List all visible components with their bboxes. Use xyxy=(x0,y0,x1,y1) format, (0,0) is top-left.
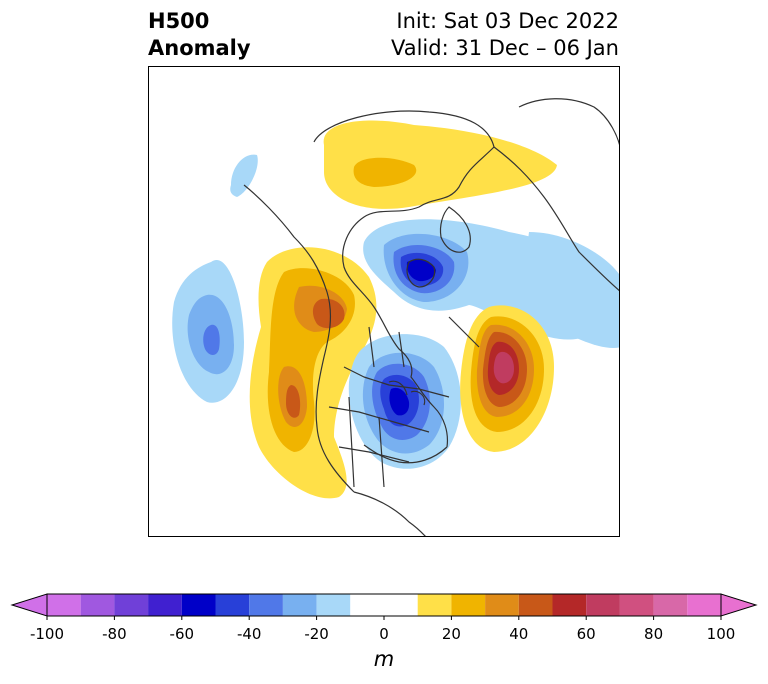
negative-anomaly-east-pacific xyxy=(172,259,244,403)
colorbar-segment xyxy=(687,594,721,616)
colorbar-segment xyxy=(249,594,283,616)
colorbar-tick-label: 40 xyxy=(509,625,529,643)
positive-anomaly-central-atlantic xyxy=(460,305,554,452)
colorbar-extend-max xyxy=(720,593,758,617)
colorbar-tick-label: 0 xyxy=(379,625,389,643)
colorbar-segment xyxy=(316,594,351,616)
colorbar-segment xyxy=(114,594,149,616)
colorbar-tick-label: -20 xyxy=(304,625,329,643)
colorbar-segment xyxy=(619,594,654,616)
colorbar-segment xyxy=(181,594,216,616)
colorbar-tick-label: 20 xyxy=(441,625,461,643)
title-left: H500 Anomaly xyxy=(148,8,251,62)
colorbar-segment xyxy=(80,594,115,616)
colorbar-segment xyxy=(350,594,418,616)
colorbar-tick-label: -40 xyxy=(236,625,262,643)
colorbar-tick-label: 80 xyxy=(644,625,664,643)
valid-period: Valid: 31 Dec – 06 Jan xyxy=(390,36,619,60)
coastlines xyxy=(243,98,619,536)
negative-anomaly-small-arctic xyxy=(230,154,258,197)
colorbar-tick-label: -80 xyxy=(102,625,127,643)
colorbar-segment xyxy=(653,594,688,616)
title-subfield: Anomaly xyxy=(148,36,251,60)
colorbar-tick-label: -100 xyxy=(29,625,65,643)
negative-anomaly-east-asia xyxy=(527,232,619,348)
title-field: H500 xyxy=(148,9,210,33)
colorbar-segment xyxy=(282,594,317,616)
colorbar-tick-label: 60 xyxy=(576,625,596,643)
title-right: Init: Sat 03 Dec 2022 Valid: 31 Dec – 06… xyxy=(391,8,619,62)
colorbar-segment xyxy=(485,594,519,616)
colorbar-segment xyxy=(417,594,452,616)
colorbar-unit: m xyxy=(373,647,395,671)
colorbar-tick-label: 100 xyxy=(706,625,736,643)
positive-anomaly-alaska-western-canada xyxy=(249,247,377,499)
colorbar-segment xyxy=(586,594,620,616)
colorbar-segment xyxy=(215,594,250,616)
colorbar-bar xyxy=(10,593,758,620)
colorbar-extend-min xyxy=(10,593,48,617)
colorbar-segment xyxy=(552,594,587,616)
colorbar-segment xyxy=(148,594,182,616)
colorbar-segment xyxy=(47,594,81,616)
colorbar: -100 -80 -60 -40 -20 0 20 40 60 80 100 m xyxy=(0,585,768,684)
positive-anomaly-greenland-arctic xyxy=(323,120,557,209)
colorbar-segment xyxy=(451,594,486,616)
colorbar-tick-label: -60 xyxy=(169,625,195,643)
init-time: Init: Sat 03 Dec 2022 xyxy=(396,9,619,33)
colorbar-segment xyxy=(518,594,553,616)
anomaly-map xyxy=(148,66,620,537)
